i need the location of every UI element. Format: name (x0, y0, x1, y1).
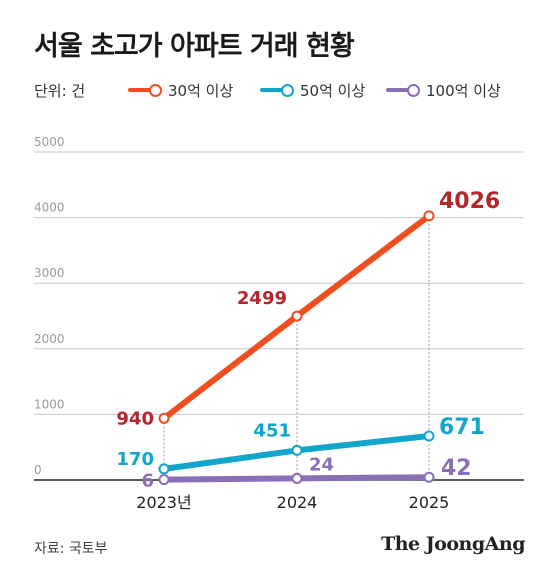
data-label: 451 (253, 420, 291, 441)
y-tick-label: 4000 (34, 201, 65, 215)
y-tick-label: 0 (34, 463, 42, 477)
data-point (423, 430, 435, 442)
legend-item-50: 50억 이상 (260, 80, 365, 100)
data-point (291, 310, 303, 322)
data-label: 4026 (439, 189, 500, 214)
y-tick-label: 5000 (34, 135, 65, 149)
source-note: 자료: 국토부 (34, 541, 108, 557)
legend-swatch (128, 80, 162, 100)
data-point (423, 471, 435, 483)
legend-swatch (260, 80, 294, 100)
legend-label: 30억 이상 (168, 81, 234, 100)
data-label: 6 (141, 471, 154, 492)
x-tick-label: 2023년 (136, 493, 191, 512)
data-label: 170 (116, 449, 154, 470)
data-point (291, 472, 303, 484)
legend-label: 100억 이상 (426, 81, 501, 100)
legend-item-100: 100억 이상 (386, 80, 501, 100)
data-label: 24 (309, 454, 334, 475)
data-label: 671 (439, 415, 485, 440)
unit-label: 단위: 건 (34, 82, 86, 100)
data-label: 940 (116, 408, 154, 429)
publisher-logo: The JoongAng (381, 533, 525, 555)
data-point (423, 210, 435, 222)
y-tick-label: 1000 (34, 397, 65, 411)
data-label: 2499 (237, 288, 287, 309)
legend-swatch (386, 80, 420, 100)
data-label: 42 (441, 456, 472, 481)
y-tick-label: 3000 (34, 266, 65, 280)
chart-title: 서울 초고가 아파트 거래 현황 (34, 31, 355, 62)
x-tick-label: 2024 (277, 493, 318, 512)
data-point (158, 412, 170, 424)
data-point (158, 463, 170, 475)
legend-item-30: 30억 이상 (128, 80, 233, 100)
legend-label: 50억 이상 (300, 81, 366, 100)
data-point (158, 474, 170, 486)
data-point (291, 444, 303, 456)
x-tick-label: 2025 (409, 493, 450, 512)
y-tick-label: 2000 (34, 332, 65, 346)
